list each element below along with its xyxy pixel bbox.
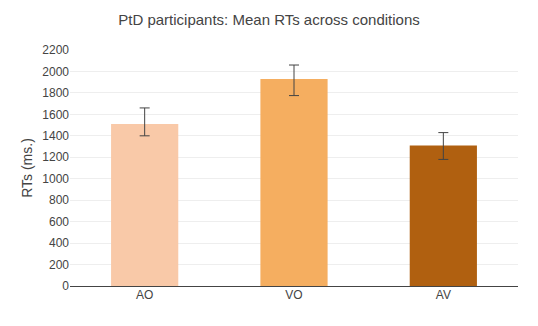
svg-text:800: 800	[49, 193, 69, 207]
svg-text:1800: 1800	[42, 86, 69, 100]
svg-text:0: 0	[62, 279, 69, 293]
svg-text:2200: 2200	[42, 43, 69, 57]
svg-text:VO: VO	[285, 288, 302, 302]
svg-text:1600: 1600	[42, 108, 69, 122]
svg-text:600: 600	[49, 215, 69, 229]
svg-text:AV: AV	[436, 288, 451, 302]
svg-text:400: 400	[49, 236, 69, 250]
svg-text:200: 200	[49, 258, 69, 272]
svg-text:AO: AO	[136, 288, 153, 302]
svg-text:1400: 1400	[42, 129, 69, 143]
svg-text:RTs (ms.): RTs (ms.)	[19, 138, 35, 198]
svg-text:1200: 1200	[42, 150, 69, 164]
svg-text:PtD participants: Mean RTs acr: PtD participants: Mean RTs across condit…	[118, 11, 420, 28]
svg-text:2000: 2000	[42, 65, 69, 79]
svg-text:1000: 1000	[42, 172, 69, 186]
